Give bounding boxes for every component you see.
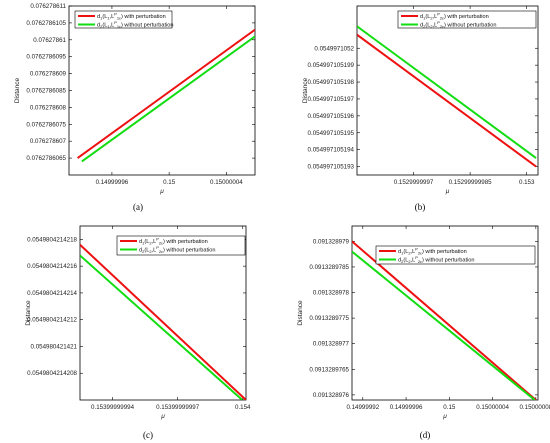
plot-frame — [356, 5, 539, 176]
legend-entry: d1(L2,LP2ε) with perturbation — [139, 237, 208, 246]
x-tick-label: 0.15299999985 — [449, 179, 493, 186]
x-axis-label: μ — [445, 188, 450, 195]
y-tick-label: 0.054980421421 — [31, 343, 78, 350]
y-tick-label: 0.0549971052 — [314, 45, 354, 52]
panel-label: (c) — [143, 430, 153, 440]
y-tick-label: 0.0549804214218 — [27, 236, 77, 243]
chart-panel-3: 0.0549804214208 0.054980421421 0.054980421… — [25, 225, 251, 440]
legend-entry: d2(L1,LP1ε) without perturbation — [97, 20, 174, 29]
y-tick-label: 0.0549804214214 — [27, 290, 77, 297]
panel-label: (b) — [415, 202, 426, 212]
y-tick-label: 0.0762786075 — [26, 121, 66, 128]
y-tick-label: 0.054997105199 — [308, 62, 355, 69]
y-tick-label: 0.054997105195 — [308, 130, 355, 137]
plot-frame — [68, 5, 256, 176]
legend-entry: d2(L2,LP2ε) without perturbation — [398, 255, 475, 264]
legend-box — [116, 235, 246, 256]
x-tick-label: 0.15 — [443, 404, 456, 411]
legend-entry: d1(L1,LP1ε) with perturbation — [97, 12, 166, 21]
y-axis-label: Distance — [297, 300, 304, 326]
y-axis-label: Distance — [25, 300, 32, 326]
y-axis-label: Distance — [14, 77, 21, 103]
y-tick-label: 0.0549804214216 — [27, 263, 77, 270]
panel-label: (d) — [420, 430, 431, 440]
legend-entry: d2(L2,LP2ε) without perturbation — [420, 20, 497, 29]
legend-entry: d1(L2,LP2ε) with perturbation — [420, 12, 489, 21]
y-tick-label: 0.0549804214208 — [27, 370, 77, 377]
series-line-1 — [357, 33, 537, 168]
x-tick-label: 0.153 — [519, 179, 535, 186]
x-tick-label: 0.15000004 — [476, 404, 509, 411]
y-tick-label: 0.091328977 — [313, 341, 350, 348]
x-tick-label: 0.15399999994 — [91, 404, 135, 411]
y-tick-label: 0.0762786085 — [26, 88, 66, 95]
y-tick-label: 0.0762786095 — [26, 54, 66, 61]
x-tick-label: 0.15 — [163, 179, 176, 186]
x-tick-label: 0.1529999997 — [394, 179, 434, 186]
chart-panel-4: 0.091328976 0.0913289765 0.091328977 0.0913… — [297, 225, 550, 440]
y-tick-label: 0.07627861 — [33, 37, 66, 44]
chart-panel-1: 0.0762786065 0.076278607 0.0762786075 0.076… — [14, 3, 256, 212]
y-tick-label: 0.0762786105 — [26, 20, 66, 27]
y-tick-label: 0.0762786065 — [26, 155, 66, 162]
y-tick-label: 0.0549804214212 — [27, 317, 77, 324]
panel-label: (a) — [133, 202, 143, 212]
y-tick-label: 0.091328978 — [313, 290, 350, 297]
y-tick-label: 0.091328979 — [313, 238, 350, 245]
y-tick-label: 0.0913289765 — [309, 366, 349, 373]
series-line-2 — [357, 25, 537, 159]
y-tick-label: 0.076278611 — [30, 3, 66, 10]
x-tick-label: 0.14999996 — [390, 404, 423, 411]
series-line-1 — [352, 240, 537, 400]
series-line-2 — [81, 35, 255, 163]
y-tick-label: 0.054997105194 — [308, 147, 355, 154]
legend-entry: d1(L2,LP2ε) with perturbation — [398, 247, 467, 256]
series-line-2 — [80, 254, 243, 400]
legend-entry: d2(L2,LP2ε) without perturbation — [139, 245, 216, 254]
x-axis-label: μ — [160, 413, 165, 420]
chart-panel-2: 0.054997105193 0.054997105194 0.0549971051… — [302, 5, 539, 212]
series-line-1 — [76, 28, 255, 159]
y-tick-label: 0.054997105197 — [308, 96, 355, 103]
x-tick-label: 0.154 — [235, 404, 251, 411]
y-tick-label: 0.076278609 — [30, 71, 67, 78]
x-tick-label: 0.15000004 — [210, 179, 243, 186]
x-axis-label: μ — [442, 413, 447, 420]
x-tick-label: 0.14999992 — [346, 404, 379, 411]
y-tick-label: 0.0913289785 — [309, 264, 349, 271]
x-tick-label: 0.14999996 — [96, 179, 129, 186]
series-line-1 — [80, 244, 246, 400]
x-axis-label: μ — [159, 188, 164, 195]
y-tick-label: 0.054997105198 — [308, 79, 355, 86]
series-line-2 — [352, 250, 536, 400]
y-tick-label: 0.076278608 — [30, 104, 67, 111]
y-tick-label: 0.054997105196 — [308, 113, 355, 120]
legend-box — [375, 245, 536, 265]
legend-box — [74, 10, 173, 29]
x-tick-label: 0.15399999997 — [156, 404, 200, 411]
legend-box — [397, 10, 537, 29]
y-axis-label: Distance — [302, 77, 309, 103]
y-tick-label: 0.0913289775 — [309, 315, 349, 322]
y-tick-label: 0.091328976 — [313, 392, 350, 399]
y-tick-label: 0.054997105193 — [308, 164, 355, 171]
x-tick-label: 0.15000008 — [519, 404, 550, 411]
y-tick-label: 0.076278607 — [30, 138, 67, 145]
